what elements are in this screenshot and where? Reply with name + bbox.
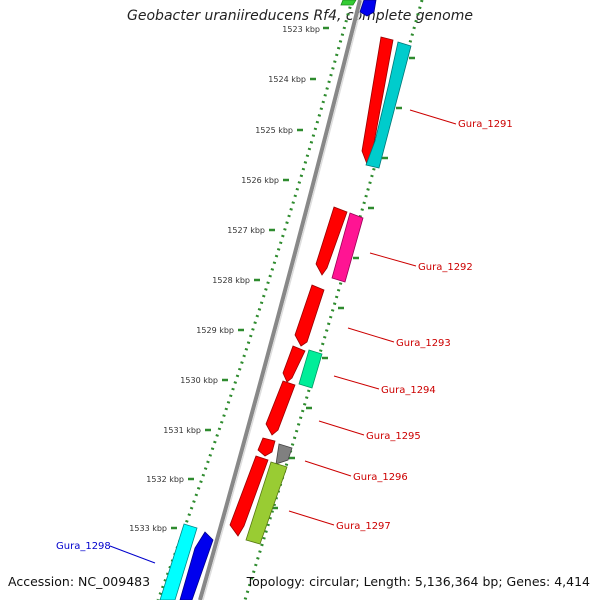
accession-text: Accession: NC_009483 — [8, 574, 151, 589]
gene-arrow-1298-blue[interactable] — [179, 531, 214, 600]
gene-arrow-1293-red[interactable] — [294, 284, 325, 347]
tick-label: 1523 kbp — [282, 25, 320, 34]
gene-arrow-top-green[interactable] — [340, 0, 357, 6]
gene-arrow-1298-aqua[interactable] — [159, 523, 198, 600]
gene-label-gura-1297[interactable]: Gura_1297 — [336, 521, 391, 532]
gene-label-gura-1293[interactable]: Gura_1293 — [396, 338, 451, 349]
gene-arrow-1294-red[interactable] — [282, 345, 306, 383]
gene-arrow-1296-red[interactable] — [257, 437, 276, 457]
gene-arrow-cyan[interactable] — [365, 41, 412, 169]
gene-arrow-top-blue[interactable] — [359, 0, 377, 17]
map-title: Geobacter uraniireducens Rf4, complete g… — [127, 8, 473, 24]
tick-label: 1531 kbp — [163, 426, 201, 435]
gene-arrow-1292-magenta[interactable] — [331, 212, 364, 283]
gene-label-gura-1296[interactable]: Gura_1296 — [353, 472, 408, 483]
ruler-dotted-line — [156, 0, 354, 600]
tick-labels: 1523 kbp 1524 kbp 1525 kbp 1526 kbp 1527… — [129, 25, 320, 533]
gene-label-gura-1294[interactable]: Gura_1294 — [381, 385, 436, 396]
gene-arrow-1294-green[interactable] — [298, 349, 323, 389]
tick-label: 1524 kbp — [268, 75, 306, 84]
tick-label: 1533 kbp — [129, 524, 167, 533]
gene-label-gura-1295[interactable]: Gura_1295 — [366, 431, 421, 442]
gene-arrow-1296-gray[interactable] — [275, 443, 293, 465]
label-leaders — [109, 109, 457, 564]
ruler-ticks — [171, 26, 329, 530]
tick-label: 1526 kbp — [241, 176, 279, 185]
gene-label-gura-1298[interactable]: Gura_1298 — [56, 541, 111, 552]
gene-arrow-1297-lime[interactable] — [245, 461, 288, 545]
topology-text: Topology: circular; Length: 5,136,364 bp… — [246, 574, 590, 589]
gene-label-gura-1291[interactable]: Gura_1291 — [458, 119, 513, 130]
tick-label: 1532 kbp — [146, 475, 184, 484]
gene-arrow-1292-red[interactable] — [315, 206, 348, 276]
tick-label: 1527 kbp — [227, 226, 265, 235]
gene-arrow-1297-red[interactable] — [229, 455, 269, 537]
gene-label-gura-1292[interactable]: Gura_1292 — [418, 262, 473, 273]
gene-arrow-1295-red[interactable] — [265, 380, 296, 436]
tick-label: 1529 kbp — [196, 326, 234, 335]
tick-label: 1530 kbp — [180, 376, 218, 385]
tick-label: 1525 kbp — [255, 126, 293, 135]
genome-backbone — [198, 0, 362, 600]
genome-backbone-highlight — [202, 0, 364, 600]
tick-label: 1528 kbp — [212, 276, 250, 285]
